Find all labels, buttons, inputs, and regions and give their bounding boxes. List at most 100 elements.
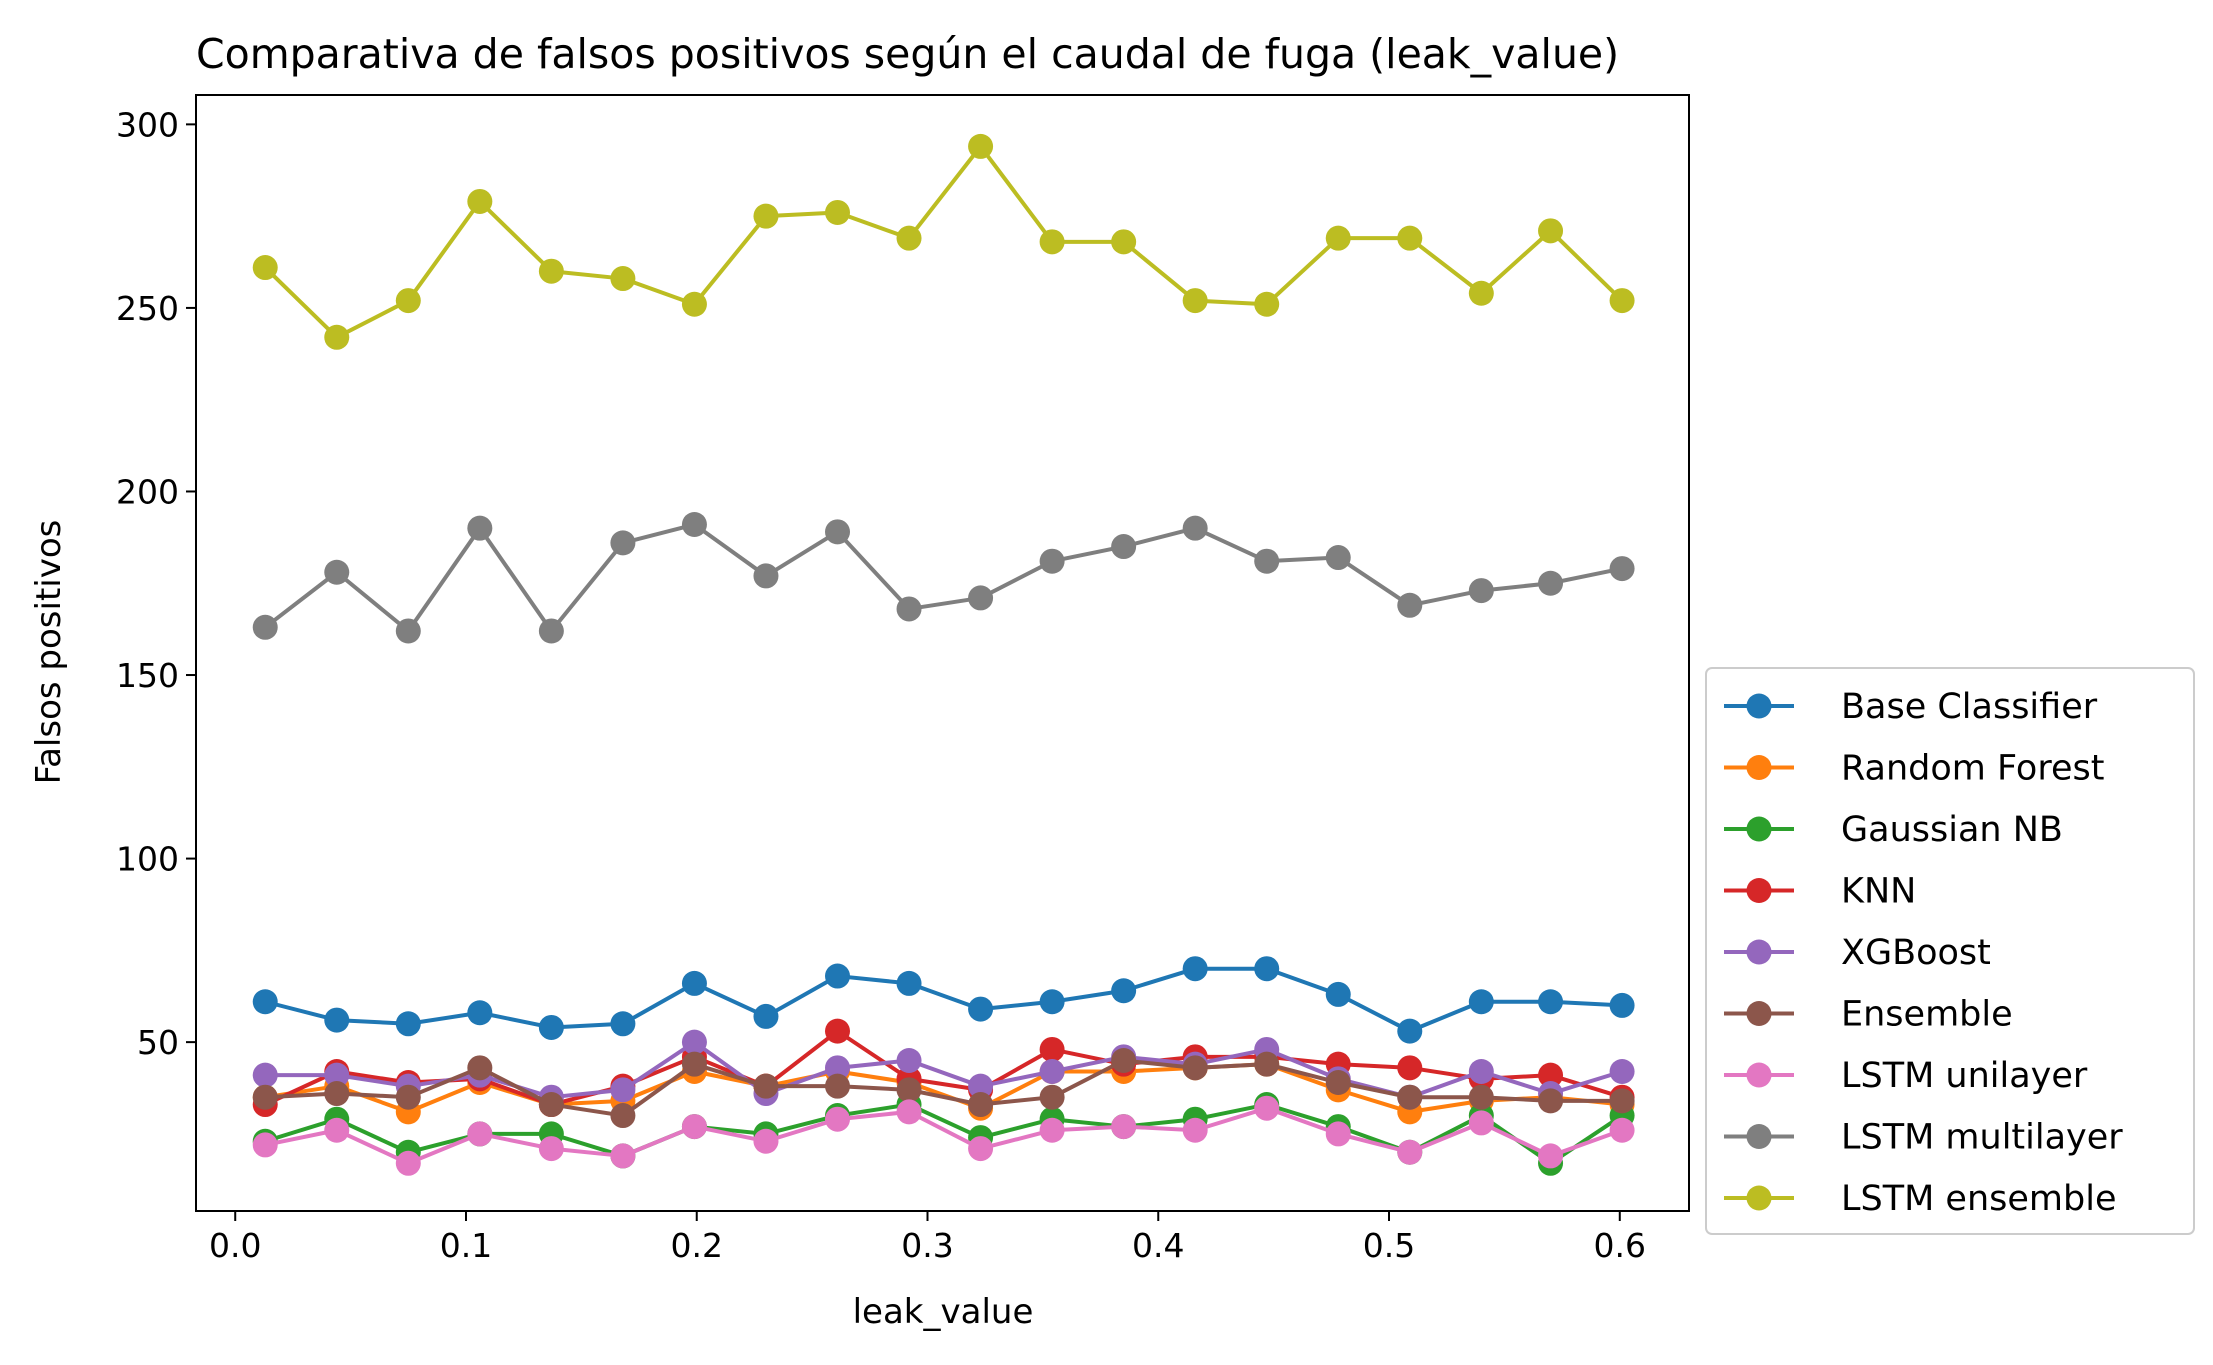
data-point xyxy=(1468,578,1494,604)
legend-marker xyxy=(1746,816,1772,842)
data-point xyxy=(1039,229,1065,255)
legend-entry: LSTM multilayer xyxy=(1724,1118,2123,1158)
data-point xyxy=(753,203,779,229)
data-point xyxy=(252,989,278,1015)
data-point xyxy=(395,288,421,314)
data-point xyxy=(252,255,278,281)
data-point xyxy=(681,1029,707,1055)
data-point xyxy=(1254,956,1280,982)
legend-entry: Random Forest xyxy=(1724,749,2104,789)
y-tick-label: 250 xyxy=(116,289,179,328)
y-tick-label: 150 xyxy=(116,656,179,695)
plot-area xyxy=(252,133,1635,1176)
data-point xyxy=(825,963,851,989)
data-point xyxy=(1609,1059,1635,1084)
x-tick-label: 0.1 xyxy=(440,1226,492,1265)
data-point xyxy=(1397,1055,1423,1081)
data-point xyxy=(681,1051,707,1077)
data-point xyxy=(968,1136,994,1162)
data-point xyxy=(395,618,421,644)
data-point xyxy=(610,1103,636,1129)
data-point xyxy=(825,1018,851,1044)
data-point xyxy=(1325,225,1351,251)
data-point xyxy=(467,1055,493,1081)
data-point xyxy=(681,1114,707,1140)
data-point xyxy=(1325,981,1351,1007)
x-tick-label: 0.4 xyxy=(1132,1226,1184,1265)
data-point xyxy=(896,1047,922,1073)
data-point xyxy=(395,1150,421,1176)
legend-label: LSTM multilayer xyxy=(1841,1118,2123,1158)
data-point xyxy=(1039,1059,1065,1084)
legend-label: Random Forest xyxy=(1841,749,2104,789)
data-point xyxy=(896,970,922,996)
legend-label: LSTM ensemble xyxy=(1841,1179,2116,1219)
data-point xyxy=(968,1092,994,1118)
data-point xyxy=(252,614,278,640)
data-point xyxy=(1039,1036,1065,1062)
data-point xyxy=(1397,225,1423,251)
data-point xyxy=(968,996,994,1022)
data-point xyxy=(324,1062,350,1088)
x-tick-label: 0.3 xyxy=(901,1226,953,1265)
data-point xyxy=(252,1084,278,1110)
data-point xyxy=(1182,1055,1208,1081)
data-point xyxy=(1609,556,1635,582)
data-point xyxy=(324,324,350,350)
data-point xyxy=(467,188,493,214)
data-point xyxy=(538,618,564,644)
data-point xyxy=(896,225,922,251)
data-point xyxy=(1609,992,1635,1018)
data-point xyxy=(1039,989,1065,1015)
y-tick-label: 300 xyxy=(116,105,179,144)
series-group xyxy=(252,512,1635,644)
data-point xyxy=(324,1081,350,1107)
legend-entry: KNN xyxy=(1724,872,1916,912)
data-point xyxy=(1111,534,1137,560)
data-point xyxy=(610,530,636,556)
data-point xyxy=(1397,1018,1423,1044)
data-point xyxy=(1111,978,1137,1004)
y-tick-label: 200 xyxy=(116,472,179,511)
data-point xyxy=(968,133,994,159)
data-point xyxy=(1111,229,1137,255)
data-point xyxy=(1325,1121,1351,1147)
data-point xyxy=(753,1003,779,1029)
legend-label: LSTM unilayer xyxy=(1841,1056,2088,1096)
data-point xyxy=(1325,1070,1351,1096)
data-point xyxy=(1538,1062,1564,1088)
data-point xyxy=(1468,1110,1494,1136)
data-point xyxy=(1538,1088,1564,1114)
axis-ticks: 0.0 0.1 0.2 0.3 0.4 0.5 0.6 50 100 150 200 250 300 xyxy=(116,105,1646,1265)
data-point xyxy=(324,559,350,585)
data-point xyxy=(896,1099,922,1125)
legend-box xyxy=(1705,667,2195,1235)
data-point xyxy=(1182,1117,1208,1143)
data-point xyxy=(825,519,851,545)
y-tick-label: 50 xyxy=(137,1023,179,1062)
data-point xyxy=(1609,288,1635,314)
data-point xyxy=(538,258,564,284)
data-point xyxy=(968,1073,994,1099)
legend-entry: LSTM ensemble xyxy=(1724,1179,2116,1219)
data-point xyxy=(610,1077,636,1103)
chart-title: Comparativa de falsos positivos según el… xyxy=(196,30,1619,78)
x-tick-label: 0.6 xyxy=(1594,1226,1646,1265)
data-point xyxy=(1468,280,1494,306)
data-point xyxy=(324,1117,350,1143)
data-point xyxy=(896,596,922,622)
legend-marker xyxy=(1746,693,1772,719)
data-point xyxy=(1111,1114,1137,1140)
legend-marker xyxy=(1746,1001,1772,1026)
data-point xyxy=(1254,1095,1280,1121)
data-point xyxy=(610,1143,636,1169)
data-point xyxy=(395,1011,421,1037)
data-point xyxy=(1538,570,1564,596)
legend-label: KNN xyxy=(1841,872,1916,912)
legend-marker xyxy=(1746,1124,1772,1149)
legend-entry: Base Classifier xyxy=(1724,687,2098,727)
legend-marker xyxy=(1746,1062,1772,1088)
y-axis-label: Falsos positivos xyxy=(29,520,69,785)
data-point xyxy=(825,199,851,225)
data-point xyxy=(681,512,707,538)
